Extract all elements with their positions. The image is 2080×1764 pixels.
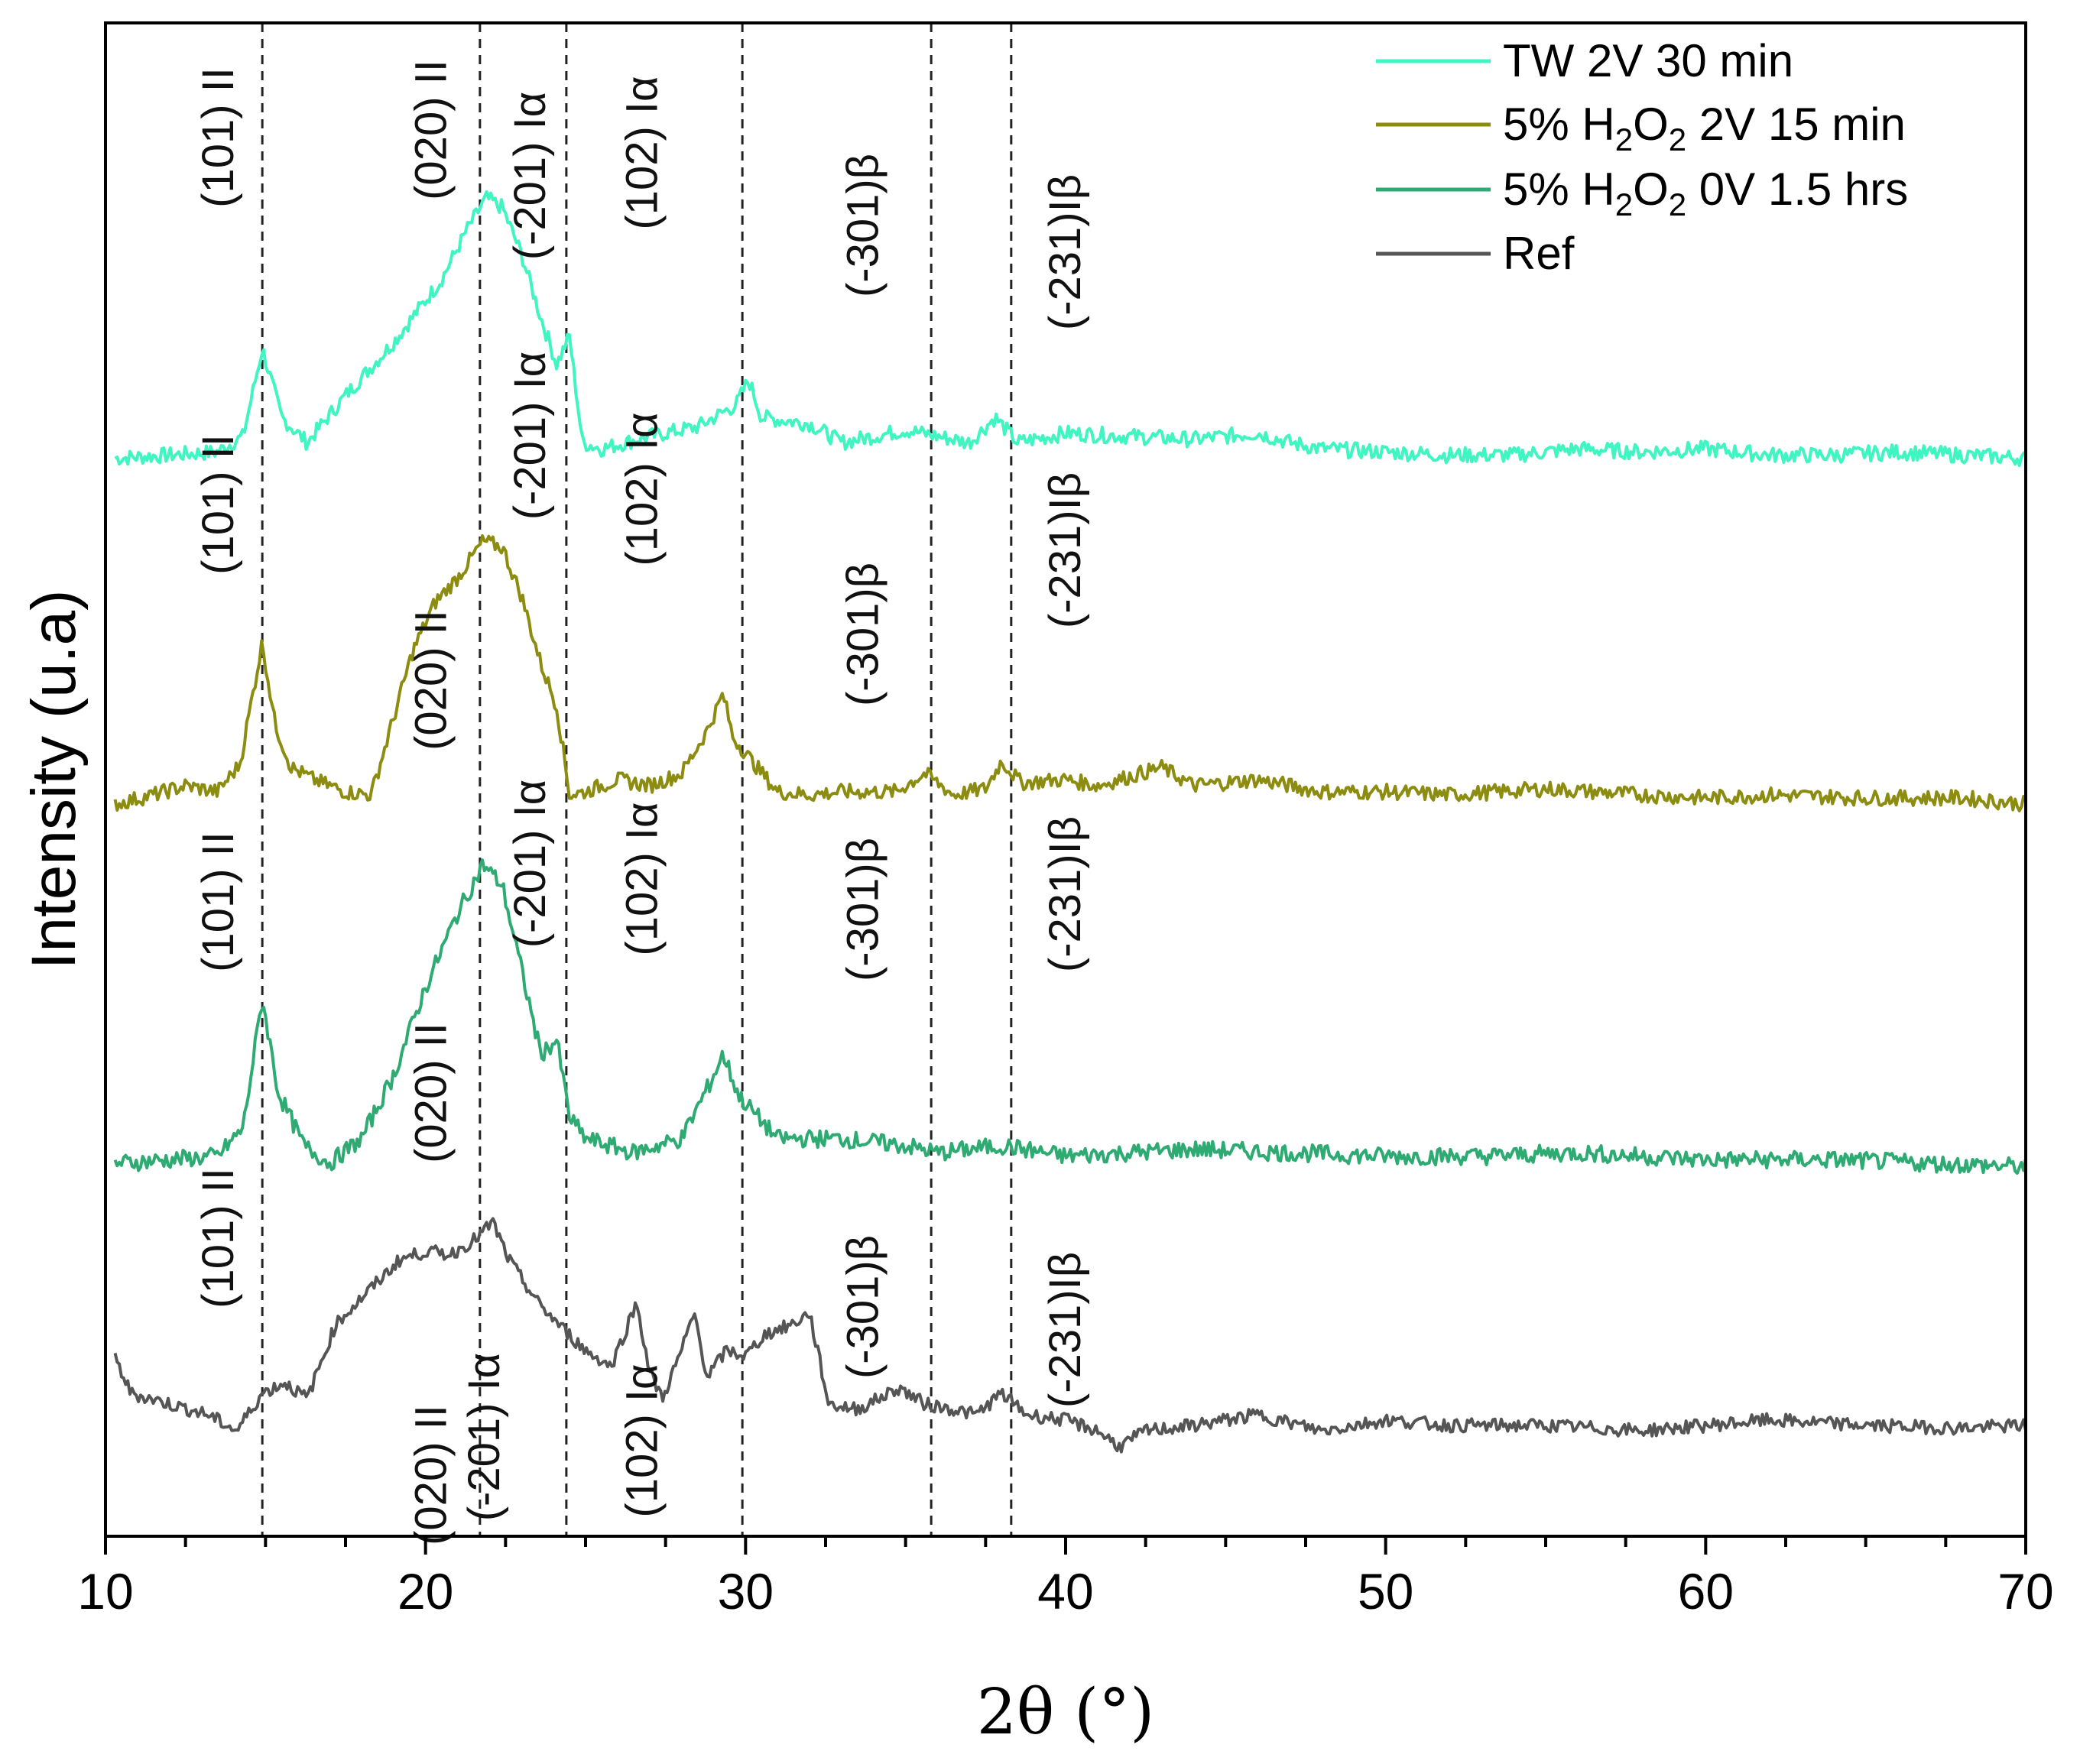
legend-label-0: TW 2V 30 min <box>1503 35 1793 86</box>
x-tick-label: 50 <box>1358 1563 1413 1620</box>
peak-label-0-1: (020) II <box>406 60 456 200</box>
series-line-3 <box>113 1217 2027 1454</box>
peak-label-2-2: (-201) Iα <box>505 780 555 948</box>
peak-label-3-2: (-201) Iα <box>459 1353 509 1521</box>
legend-label-1: 5% H2O2 2V 15 min <box>1503 99 1906 157</box>
x-tick-label: 20 <box>398 1563 453 1620</box>
peak-label-3-5: (-231)Iβ <box>1040 1252 1090 1408</box>
peak-label-1-3: (102) Iα <box>618 412 667 566</box>
x-axis: 10 20 30 40 50 60 70 <box>77 1536 2054 1620</box>
x-tick-label: 60 <box>1678 1563 1734 1620</box>
peak-label-1-2: (-201) Iα <box>505 352 555 520</box>
x-axis-title: 2θ (°) <box>977 1676 1155 1749</box>
peak-label-3-3: (102) Iα <box>618 1364 667 1517</box>
series-line-1 <box>113 534 2027 812</box>
peak-label-1-1: (020) II <box>406 610 456 751</box>
series-lines <box>113 190 2027 1454</box>
series-line-2 <box>113 858 2027 1175</box>
legend-label-2: 5% H2O2 0V 1.5 hrs <box>1503 164 1908 222</box>
peak-label-0-4: (-301)β <box>838 154 887 297</box>
peak-label-2-1: (020) II <box>406 1023 456 1163</box>
peak-label-3-0: (101) II <box>193 1168 243 1308</box>
x-tick-label: 10 <box>77 1563 133 1620</box>
peak-label-3-4: (-301)β <box>838 1235 887 1379</box>
x-tick-label: 70 <box>1997 1563 2053 1620</box>
y-axis-title: Intensity (u.a) <box>19 590 89 970</box>
peak-label-2-3: (102) Iα <box>618 802 667 955</box>
peak-label-1-4: (-301)β <box>838 563 887 706</box>
peak-annotations: (101) II (020) II (-201) Iα (102) Iα (-301)β… <box>193 60 1090 1545</box>
x-tick-label: 40 <box>1037 1563 1093 1620</box>
peak-label-2-0: (101) II <box>193 832 243 972</box>
peak-label-3-1: (020) II <box>406 1405 456 1545</box>
peak-label-2-4: (-301)β <box>838 838 887 981</box>
series-line-0 <box>114 190 2027 468</box>
peak-label-0-3: (102) Iα <box>618 76 667 229</box>
peak-label-0-5: (-231)Iβ <box>1040 174 1090 330</box>
legend: TW 2V 30 min 5% H2O2 2V 15 min 5% H2O2 0V … <box>1376 35 1908 279</box>
peak-label-1-5: (-231)Iβ <box>1040 472 1090 628</box>
peak-label-1-0: (101) II <box>193 434 243 575</box>
peak-label-0-0: (101) II <box>193 67 243 208</box>
x-tick-label: 30 <box>718 1563 774 1620</box>
legend-label-3: Ref <box>1503 228 1575 279</box>
peak-label-0-2: (-201) Iα <box>505 92 555 260</box>
peak-label-2-5: (-231)Iβ <box>1040 816 1090 972</box>
